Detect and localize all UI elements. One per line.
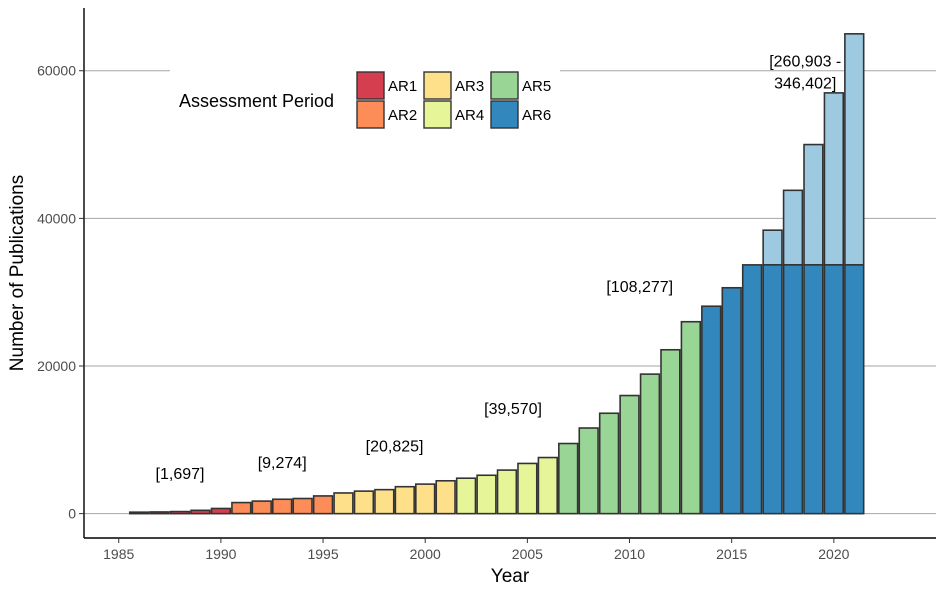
bar	[353, 490, 375, 515]
bar	[660, 348, 681, 515]
x-tick-label: 1985	[103, 546, 134, 562]
y-tick-label: 40000	[37, 210, 76, 226]
bar	[823, 264, 845, 515]
bar	[231, 501, 252, 515]
bar	[496, 469, 518, 515]
bar	[680, 320, 702, 515]
bar-projected	[844, 33, 865, 266]
bar	[639, 373, 661, 515]
x-tick-label: 2015	[716, 546, 747, 562]
bar	[128, 511, 150, 515]
bar	[782, 264, 804, 515]
bar-projected	[782, 189, 804, 266]
y-tick-label: 20000	[37, 358, 76, 374]
legend-key-ar5	[490, 71, 519, 100]
bar-group-annotation: [9,274]	[258, 455, 307, 472]
legend-label-ar1: AR1	[388, 78, 417, 95]
bar	[558, 442, 579, 515]
axes: 0 20000 40000 60000 1985 1990 1995 2000 2005 2010…	[7, 8, 936, 587]
x-axis-title: Year	[491, 566, 530, 587]
bar-group-annotation: [1,697]	[156, 466, 205, 483]
bar	[435, 479, 456, 515]
bar	[374, 488, 395, 515]
legend-label-ar4: AR4	[455, 107, 484, 124]
bar	[210, 507, 232, 515]
bar-group-annotation: [108,277]	[606, 279, 673, 296]
bar	[517, 462, 538, 515]
legend-title: Assessment Period	[179, 91, 334, 111]
y-axis-title: Number of Publications	[7, 175, 28, 371]
legend: Assessment Period AR1 AR2 AR3 AR4 AR5 AR6	[170, 58, 560, 136]
bar	[741, 264, 763, 515]
bar	[476, 474, 497, 515]
bar-group-annotation: [20,825]	[366, 439, 424, 456]
annotations: [1,697] [9,274] [20,825] [39,570] [108,277] […	[156, 53, 842, 483]
legend-key-ar2	[356, 100, 385, 129]
legend-label-ar3: AR3	[455, 78, 484, 95]
x-tick-label: 2010	[614, 546, 645, 562]
bars	[128, 33, 865, 515]
bar	[701, 305, 722, 515]
bar	[578, 427, 599, 515]
bar	[598, 412, 620, 515]
legend-label-ar6: AR6	[522, 107, 551, 124]
legend-label-ar2: AR2	[388, 107, 417, 124]
x-tick-label: 2000	[410, 546, 441, 562]
bar-group-annotation: [39,570]	[484, 401, 542, 418]
bar-projected	[803, 143, 824, 266]
bar	[619, 394, 640, 515]
legend-label-ar5: AR5	[522, 78, 551, 95]
x-tick-label: 1995	[307, 546, 338, 562]
bar-group-annotation: [260,903 -	[769, 53, 841, 70]
bar	[394, 485, 415, 515]
legend-key-ar3	[423, 71, 452, 100]
bar	[415, 483, 436, 515]
bar	[190, 509, 211, 515]
bar	[537, 456, 558, 515]
legend-key-ar4	[423, 100, 452, 129]
bar	[803, 264, 824, 515]
bar-projected	[823, 92, 845, 266]
y-tick-label: 0	[68, 506, 76, 522]
bar-group-annotation: 346,402]	[774, 75, 836, 92]
bar-projected	[762, 229, 783, 266]
bar	[292, 497, 313, 515]
bar	[149, 511, 170, 515]
bar	[169, 510, 191, 515]
legend-key-ar1	[356, 71, 385, 100]
bar	[455, 477, 477, 515]
x-tick-label: 2005	[512, 546, 543, 562]
bar	[251, 500, 272, 515]
x-tick-label: 2020	[818, 546, 849, 562]
bar	[312, 495, 334, 515]
legend-key-ar6	[490, 100, 519, 129]
y-tick-label: 60000	[37, 63, 76, 79]
x-tick-label: 1990	[205, 546, 236, 562]
bar	[762, 264, 783, 515]
bar	[333, 492, 354, 515]
bar	[721, 286, 742, 515]
bar	[271, 498, 293, 515]
bar	[844, 264, 865, 515]
